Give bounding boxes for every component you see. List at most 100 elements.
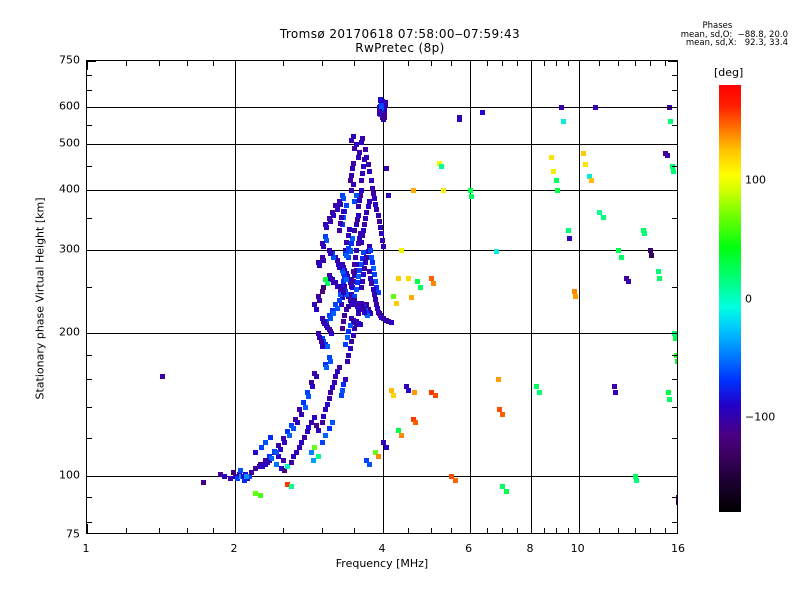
data-point: [372, 297, 378, 303]
data-point: [457, 117, 463, 123]
data-point: [284, 482, 290, 488]
data-point: [359, 233, 365, 239]
data-point: [341, 196, 347, 202]
data-point: [346, 352, 352, 358]
data-point: [349, 339, 355, 345]
data-point: [353, 254, 359, 260]
x-axis-tick-major: [531, 61, 532, 70]
data-point: [366, 243, 372, 249]
data-point: [315, 454, 321, 460]
x-axis-tick-minor: [617, 528, 619, 533]
data-point: [284, 463, 290, 469]
plot-area[interactable]: [86, 60, 678, 534]
data-point: [428, 390, 434, 396]
data-point: [337, 291, 343, 297]
y-axis-tick-minor: [672, 521, 677, 523]
data-point: [337, 286, 343, 292]
data-point: [625, 278, 631, 284]
x-axis-tick-major: [383, 524, 384, 533]
data-point: [353, 319, 359, 325]
data-point: [456, 115, 462, 121]
data-point: [323, 221, 329, 227]
data-point: [362, 266, 368, 272]
x-axis-tick-minor: [665, 61, 667, 66]
data-point: [346, 226, 352, 232]
colorbar-unit-label: [deg]: [714, 66, 744, 79]
data-point: [612, 390, 618, 396]
data-point: [271, 448, 277, 454]
data-point: [320, 343, 326, 349]
data-point: [353, 192, 359, 198]
data-point: [312, 302, 318, 308]
data-point: [356, 235, 362, 241]
data-point: [325, 325, 331, 330]
gridline-vertical: [578, 61, 580, 533]
data-point: [302, 404, 308, 410]
data-point: [374, 285, 380, 291]
data-point: [331, 212, 337, 218]
data-point: [356, 197, 362, 203]
data-point: [354, 217, 360, 223]
x-axis-tick-minor: [502, 61, 504, 66]
x-axis-tick-major: [578, 61, 580, 70]
data-point: [388, 387, 394, 393]
data-point: [347, 323, 353, 329]
y-axis-tick-major: [87, 475, 96, 477]
data-point: [383, 445, 389, 450]
y-axis-tick-label: 600: [59, 99, 80, 113]
data-point: [364, 457, 370, 463]
y-axis-tick-minor: [672, 354, 677, 356]
data-point: [342, 313, 348, 319]
data-point: [329, 307, 335, 313]
data-point: [293, 416, 299, 422]
data-point: [308, 450, 314, 456]
data-point: [320, 258, 326, 264]
data-point: [358, 261, 364, 267]
data-point: [430, 281, 436, 287]
data-point: [304, 390, 310, 396]
data-point: [352, 228, 358, 233]
x-axis-tick-minor: [617, 61, 619, 66]
data-point: [258, 461, 264, 467]
data-point: [353, 300, 359, 306]
data-point: [391, 393, 397, 399]
data-point: [326, 426, 332, 432]
y-axis-tick-minor: [672, 497, 677, 499]
data-point: [674, 358, 677, 364]
data-point: [611, 383, 617, 389]
data-point: [345, 358, 351, 364]
data-point: [362, 221, 368, 227]
data-point: [396, 275, 402, 281]
data-point: [329, 210, 335, 216]
data-point: [360, 228, 366, 233]
x-axis-tick-major: [469, 524, 471, 533]
data-point: [358, 239, 364, 245]
data-point: [298, 439, 304, 445]
y-axis-tick-minor: [87, 521, 92, 523]
data-point: [415, 278, 421, 284]
gridline-horizontal: [87, 475, 677, 477]
colorbar[interactable]: [719, 85, 741, 512]
data-point: [323, 319, 329, 325]
y-axis-tick-minor: [672, 90, 677, 92]
data-point: [262, 457, 268, 463]
data-point: [327, 218, 333, 224]
x-axis-tick-minor: [158, 61, 160, 66]
data-point: [339, 387, 345, 393]
data-point: [327, 251, 333, 257]
data-point: [377, 111, 383, 117]
data-point: [365, 306, 371, 312]
data-point: [350, 302, 356, 308]
colorbar-tick-label: 100: [745, 173, 766, 187]
data-point: [290, 454, 296, 460]
data-point: [437, 160, 443, 166]
data-point: [315, 293, 321, 299]
data-point: [313, 374, 319, 380]
data-point: [366, 168, 372, 174]
y-axis-tick-label: 100: [59, 468, 80, 482]
data-point: [351, 319, 357, 325]
data-point: [371, 291, 377, 297]
data-point: [367, 311, 373, 317]
data-point: [349, 316, 355, 322]
